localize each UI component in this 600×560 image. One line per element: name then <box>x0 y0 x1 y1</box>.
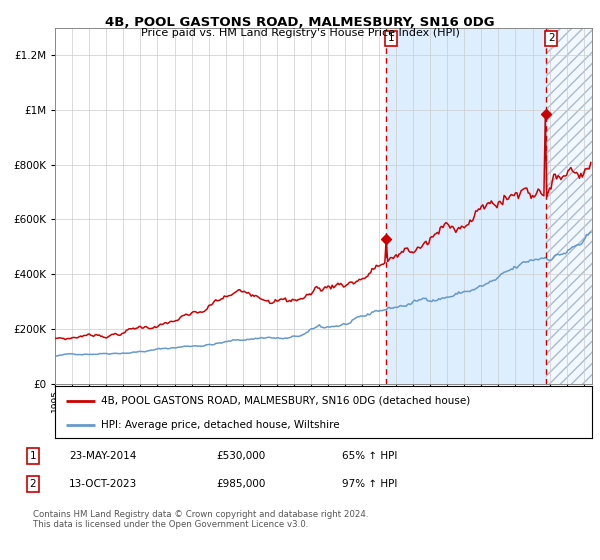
Text: 2: 2 <box>548 34 554 43</box>
Text: 4B, POOL GASTONS ROAD, MALMESBURY, SN16 0DG (detached house): 4B, POOL GASTONS ROAD, MALMESBURY, SN16 … <box>101 396 470 406</box>
Text: 4B, POOL GASTONS ROAD, MALMESBURY, SN16 0DG: 4B, POOL GASTONS ROAD, MALMESBURY, SN16 … <box>105 16 495 29</box>
Text: £985,000: £985,000 <box>216 479 265 489</box>
Text: HPI: Average price, detached house, Wiltshire: HPI: Average price, detached house, Wilt… <box>101 420 340 430</box>
Bar <box>386 28 546 384</box>
Text: Price paid vs. HM Land Registry's House Price Index (HPI): Price paid vs. HM Land Registry's House … <box>140 28 460 38</box>
Text: 65% ↑ HPI: 65% ↑ HPI <box>342 451 397 461</box>
Text: 1: 1 <box>29 451 37 461</box>
Text: 23-MAY-2014: 23-MAY-2014 <box>69 451 136 461</box>
Text: 1: 1 <box>388 34 394 43</box>
Text: 97% ↑ HPI: 97% ↑ HPI <box>342 479 397 489</box>
Text: Contains HM Land Registry data © Crown copyright and database right 2024.
This d: Contains HM Land Registry data © Crown c… <box>33 510 368 529</box>
Text: 2: 2 <box>29 479 37 489</box>
Text: £530,000: £530,000 <box>216 451 265 461</box>
Bar <box>546 28 592 384</box>
Text: 13-OCT-2023: 13-OCT-2023 <box>69 479 137 489</box>
Bar <box>546 28 592 384</box>
